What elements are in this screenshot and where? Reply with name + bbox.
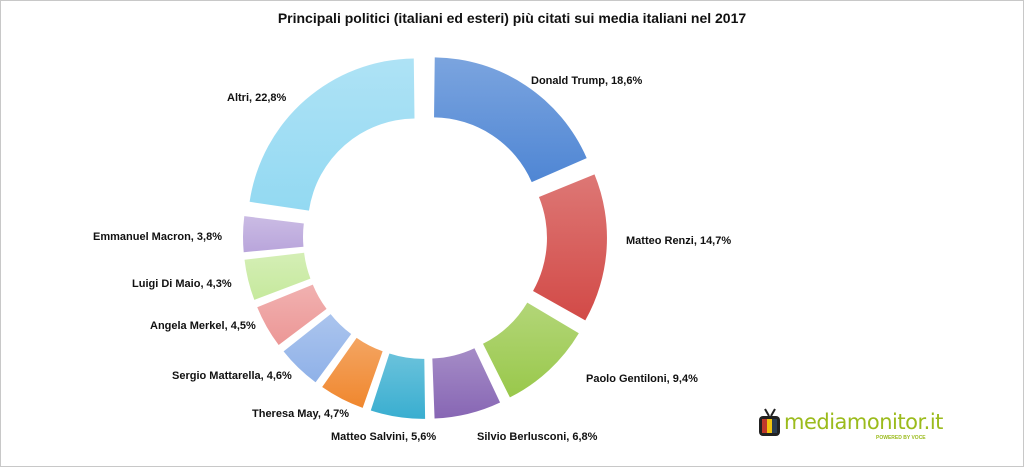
- slice-matteo-salvini: [370, 353, 426, 419]
- data-label: Luigi Di Maio, 4,3%: [132, 278, 232, 290]
- logo-text: mediamonitor.it: [784, 410, 943, 434]
- logo-subtitle: POWERED BY VOCE: [876, 435, 926, 441]
- slice-paolo-gentiloni: [482, 302, 579, 398]
- slice-matteo-renzi: [533, 174, 607, 321]
- data-label: Theresa May, 4,7%: [252, 408, 349, 420]
- data-label: Altri, 22,8%: [227, 92, 287, 104]
- slice-silvio-berlusconi: [432, 348, 501, 419]
- data-label: Emmanuel Macron, 3,8%: [93, 231, 222, 243]
- slice-sergio-mattarella: [283, 314, 352, 383]
- tv-icon: [759, 408, 780, 436]
- data-label: Sergio Mattarella, 4,6%: [172, 370, 292, 382]
- slice-angela-merkel: [257, 284, 327, 346]
- data-label: Angela Merkel, 4,5%: [150, 320, 256, 332]
- slice-altri: [249, 58, 415, 211]
- data-label: Silvio Berlusconi, 6,8%: [477, 431, 598, 443]
- data-label: Donald Trump, 18,6%: [531, 75, 642, 87]
- mediamonitor-logo: mediamonitor.it POWERED BY VOCE: [758, 407, 943, 447]
- chart-title: Principali politici (italiani ed esteri)…: [277, 10, 747, 26]
- slice-luigi-di-maio: [244, 252, 311, 300]
- slice-theresa-may: [322, 337, 383, 408]
- slice-donald-trump: [434, 57, 587, 183]
- slice-emmanuel-macron: [243, 216, 304, 253]
- data-label: Paolo Gentiloni, 9,4%: [586, 373, 698, 385]
- data-label: Matteo Salvini, 5,6%: [331, 431, 436, 443]
- data-label: Matteo Renzi, 14,7%: [626, 235, 731, 247]
